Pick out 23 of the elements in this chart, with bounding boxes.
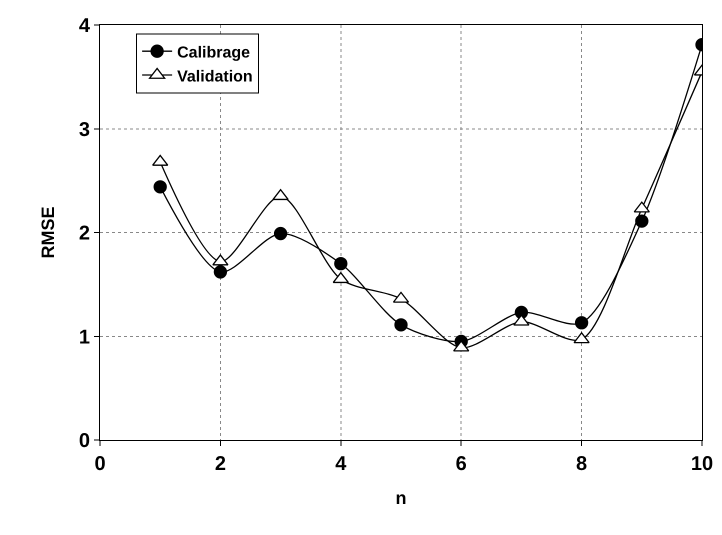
legend-label: Calibrage [177, 44, 250, 62]
x-tick-label: 6 [456, 453, 467, 475]
y-tick-label: 3 [78, 118, 90, 141]
x-tick-label: 2 [214, 453, 226, 475]
point [154, 180, 167, 194]
y-axis-title: RMSE [38, 206, 58, 259]
x-tick-label: 0 [94, 453, 106, 475]
y-tick-label: 4 [78, 15, 91, 37]
y-tick-label: 0 [78, 430, 90, 452]
x-axis-title: n [396, 488, 406, 508]
x-tick-label: 8 [576, 453, 588, 475]
point [214, 265, 228, 279]
point [394, 318, 408, 332]
y-tick-label: 1 [78, 326, 90, 348]
point [635, 214, 648, 228]
point [634, 201, 650, 213]
x-tick-label: 10 [690, 453, 714, 475]
y-tick-label: 2 [78, 222, 90, 244]
point [334, 256, 348, 270]
x-tick-label: 4 [335, 453, 348, 475]
point [574, 316, 588, 330]
point [274, 226, 288, 240]
legend-label: Validation [177, 68, 253, 86]
